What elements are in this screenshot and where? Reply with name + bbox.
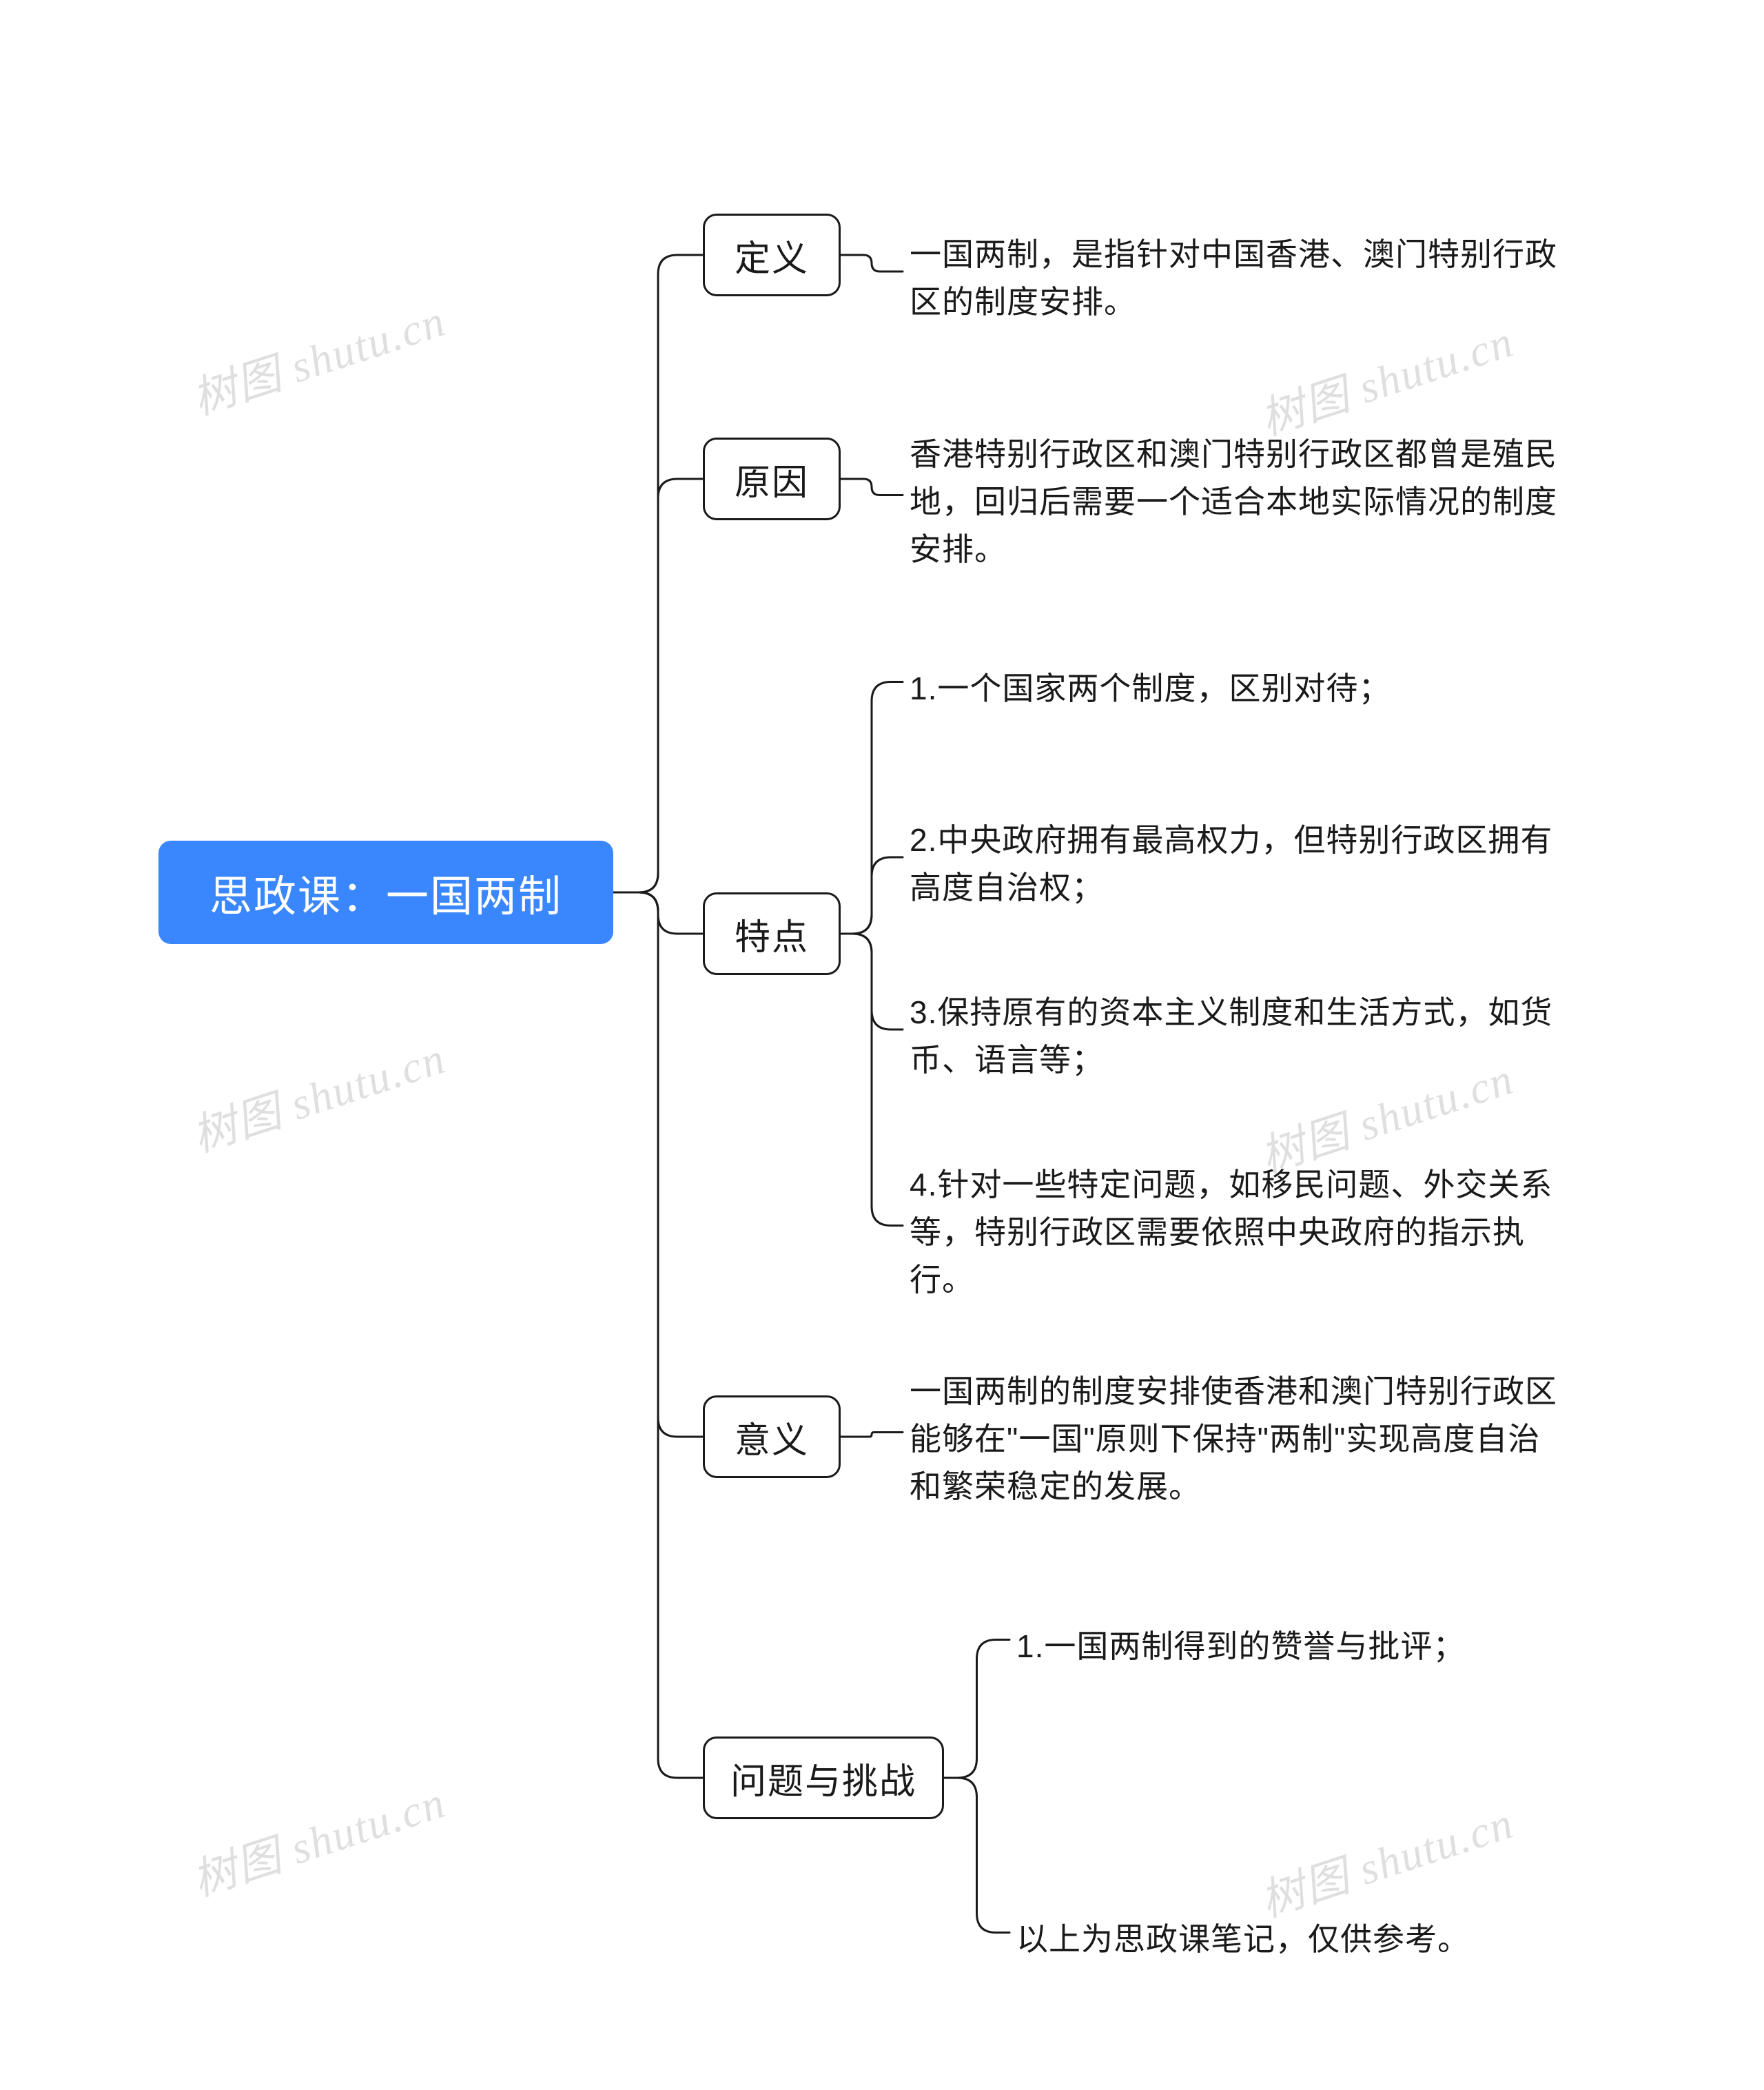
branch-label: 特点 xyxy=(735,908,809,960)
branch-significance[interactable]: 意义 xyxy=(703,1395,841,1478)
leaf-significance-0: 一国两制的制度安排使香港和澳门特别行政区能够在"一国"原则下保持"两制"实现高度… xyxy=(910,1368,1571,1510)
branch-label: 问题与挑战 xyxy=(730,1752,916,1804)
watermark: 树图 shutu.cn xyxy=(183,285,453,427)
branch-definition[interactable]: 定义 xyxy=(703,214,841,296)
branch-label: 定义 xyxy=(735,229,809,281)
leaf-definition-0: 一国两制，是指针对中国香港、澳门特别行政区的制度安排。 xyxy=(910,231,1571,326)
watermark: 树图 shutu.cn xyxy=(1251,306,1521,447)
branch-challenges[interactable]: 问题与挑战 xyxy=(703,1736,944,1819)
branch-reason[interactable]: 原因 xyxy=(703,438,841,520)
leaf-reason-0: 香港特别行政区和澳门特别行政区都曾是殖民地，回归后需要一个适合本地实际情况的制度… xyxy=(910,431,1571,573)
watermark: 树图 shutu.cn xyxy=(183,1767,453,1908)
watermark: 树图 shutu.cn xyxy=(183,1023,453,1164)
leaf-features-2: 3.保持原有的资本主义制度和生活方式，如货币、语言等； xyxy=(910,989,1571,1084)
branch-features[interactable]: 特点 xyxy=(703,892,841,975)
leaf-features-3: 4.针对一些特定问题，如移民问题、外交关系等，特别行政区需要依照中央政府的指示执… xyxy=(910,1161,1571,1304)
root-node[interactable]: 思政课：一国两制 xyxy=(158,841,613,944)
leaf-features-0: 1.一个国家两个制度，区别对待； xyxy=(910,665,1391,713)
branch-label: 意义 xyxy=(735,1411,809,1463)
watermark: 树图 shutu.cn xyxy=(1251,1787,1521,1929)
leaf-challenges-1: 以上为思政课笔记，仅供参考。 xyxy=(1016,1916,1470,1963)
root-label: 思政课：一国两制 xyxy=(209,861,562,923)
branch-label: 原因 xyxy=(735,453,809,505)
leaf-features-1: 2.中央政府拥有最高权力，但特别行政区拥有高度自治权； xyxy=(910,817,1571,912)
leaf-challenges-0: 1.一国两制得到的赞誉与批评； xyxy=(1016,1623,1465,1670)
